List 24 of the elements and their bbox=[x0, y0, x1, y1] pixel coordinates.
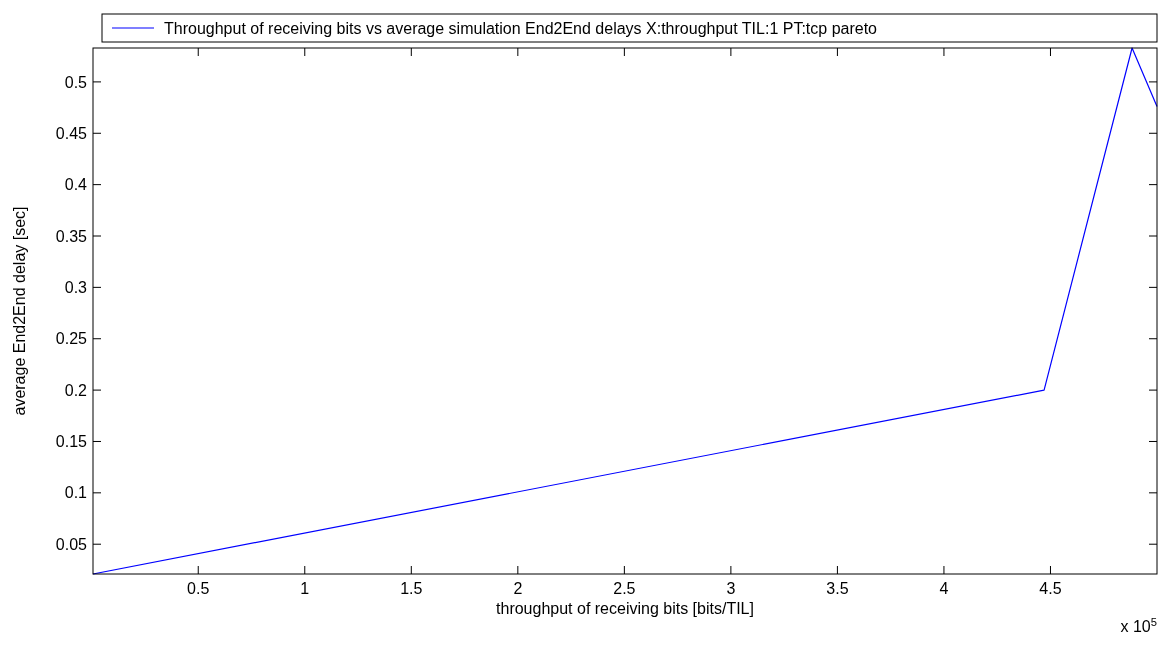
line-series bbox=[92, 47, 1158, 575]
y-tick-label: 0.2 bbox=[64, 381, 88, 399]
y-tick-label: 0.1 bbox=[64, 484, 88, 502]
y-tick-label: 0.15 bbox=[55, 433, 88, 451]
y-tick-label: 0.4 bbox=[64, 176, 88, 194]
y-tick-label: 0.3 bbox=[64, 278, 88, 296]
x-tick-label: 2 bbox=[513, 580, 523, 597]
y-tick-label: 0.05 bbox=[55, 535, 88, 553]
y-tick-label: 0.25 bbox=[55, 330, 88, 348]
x-tick-label: 3 bbox=[726, 580, 736, 597]
x-tick-label: 3.5 bbox=[826, 580, 849, 597]
legend-label: Throughput of receiving bits vs average simulation End2End delays X:throughput TIL:1 PT:tcp pareto bbox=[164, 19, 878, 37]
text: x 10$^{5}$ bbox=[1120, 616, 1157, 635]
x-tick-label: 4 bbox=[939, 580, 949, 597]
x-tick-label: 2.5 bbox=[613, 580, 636, 597]
y-tick-label: 0.5 bbox=[64, 73, 88, 91]
y-tick-label: 0.45 bbox=[55, 124, 88, 142]
x-tick-label: 4.5 bbox=[1039, 580, 1062, 597]
y-axis-title: average End2End delay [sec] bbox=[11, 206, 28, 416]
x-tick-label: 1.5 bbox=[400, 580, 423, 597]
y-tick-label: 0.35 bbox=[55, 227, 88, 245]
x-tick-label: 0.5 bbox=[187, 580, 210, 597]
x-axis-title: throughput of receiving bits [bits/TIL] bbox=[496, 600, 754, 617]
x-tick-label: 1 bbox=[300, 580, 310, 597]
